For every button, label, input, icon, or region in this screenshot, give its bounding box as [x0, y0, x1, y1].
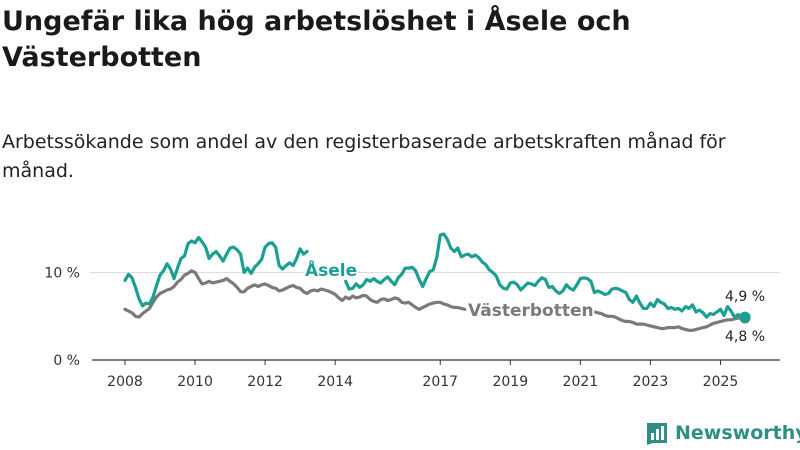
series-lines [123, 232, 751, 332]
x-tick-label: 2008 [107, 374, 143, 390]
x-axis: 2008 2010 2012 2014 2017 2019 2021 2023 2025 [92, 359, 780, 390]
x-tick-label: 2012 [247, 374, 283, 390]
newsworthy-logo: Newsworthy [645, 421, 800, 445]
end-value-asele: 4,9 % [725, 289, 765, 305]
x-tick-label: 2025 [703, 374, 739, 390]
series-line-asele [123, 235, 309, 308]
end-value-vasterbotten: 4,8 % [725, 329, 765, 345]
brand-name: Newsworthy [675, 422, 800, 444]
x-tick-label: 2023 [633, 374, 669, 390]
x-tick-label: 2014 [317, 374, 353, 390]
y-tick-label: 10 % [44, 266, 80, 282]
x-tick-label: 2017 [422, 374, 458, 390]
bar-chart-logo-icon [647, 423, 667, 445]
series-label-vasterbotten: Västerbotten [468, 301, 594, 321]
chart-subtitle: Arbetssökande som andel av den registerb… [2, 131, 726, 182]
y-axis: 0 % 10 % [44, 266, 80, 370]
y-tick-label: 0 % [53, 353, 80, 369]
series-labels: Åsele Västerbotten 4,9 % 4,8 % [303, 256, 765, 345]
x-tick-label: 2019 [492, 374, 528, 390]
series-line-vasterbotten [123, 269, 467, 319]
x-tick-label: 2021 [563, 374, 599, 390]
series-label-asele: Åsele [305, 258, 357, 281]
chart-title: Ungefär lika hög arbetslöshet i Åsele oc… [2, 6, 631, 73]
x-tick-label: 2010 [177, 374, 213, 390]
series-line-asele [344, 232, 747, 319]
end-point-asele [739, 311, 751, 323]
series-line-vasterbotten [589, 309, 747, 332]
